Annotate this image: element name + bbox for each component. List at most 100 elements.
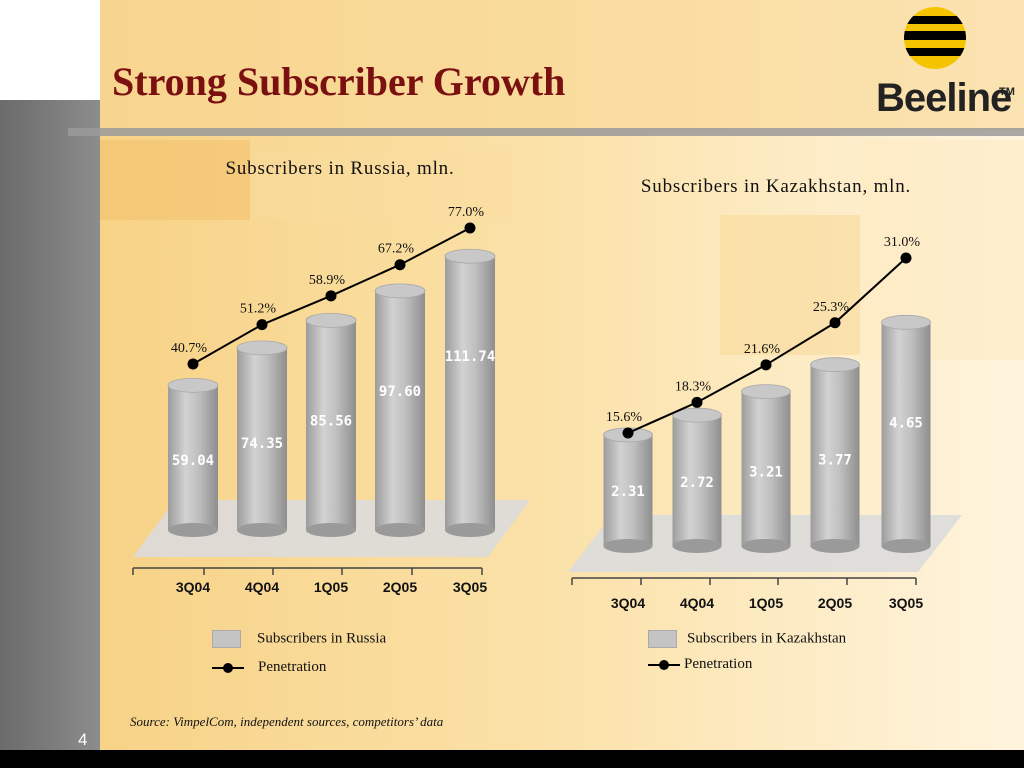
- penetration-label: 25.3%: [813, 300, 850, 315]
- bar-body: [672, 415, 722, 546]
- x-tick-label: 4Q04: [680, 595, 714, 611]
- bar: 2.72: [672, 407, 722, 553]
- bar-value-label: 4.65: [889, 415, 923, 431]
- bar-base: [445, 523, 495, 537]
- penetration-point: [464, 222, 476, 234]
- bar-value-label: 59.04: [172, 453, 214, 469]
- legend-bar-kazakhstan: Subscribers in Kazakhstan: [648, 630, 846, 648]
- bar-body: [306, 320, 356, 530]
- penetration-label: 51.2%: [240, 302, 277, 317]
- brand-name: Beeline: [876, 76, 1012, 120]
- bar-value-label: 85.56: [310, 413, 352, 429]
- x-tick-label: 1Q05: [314, 579, 348, 595]
- bar: 59.04: [167, 377, 219, 537]
- bar-top: [810, 357, 860, 373]
- legend-line-russia: Penetration: [212, 659, 326, 676]
- penetration-point: [325, 290, 337, 302]
- bar-value-label: 111.74: [445, 349, 496, 365]
- penetration-point: [900, 252, 912, 264]
- bar-base: [306, 523, 356, 537]
- bar: 74.35: [236, 340, 288, 537]
- penetration-label: 58.9%: [309, 273, 346, 288]
- russia-chart: Subscribers in Russia, mln. 59.04 74.35 85.…: [132, 158, 530, 595]
- bar-top: [236, 340, 288, 356]
- penetration-label: 21.6%: [744, 342, 781, 357]
- x-tick-label: 3Q05: [889, 595, 923, 611]
- x-tick-label: 2Q05: [383, 579, 417, 595]
- penetration-point: [622, 427, 634, 439]
- chart-title: Subscribers in Kazakhstan, mln.: [641, 176, 911, 197]
- bar: 4.65: [881, 314, 931, 553]
- bar-base: [881, 539, 931, 553]
- bar-body: [445, 256, 495, 530]
- bar-body: [603, 434, 653, 546]
- bar-top: [305, 312, 357, 328]
- bar-base: [375, 523, 425, 537]
- bar-top: [881, 314, 931, 330]
- bar: 97.60: [374, 283, 426, 537]
- bar-base: [672, 539, 722, 553]
- penetration-point: [760, 359, 772, 371]
- penetration-label: 67.2%: [378, 242, 415, 257]
- bar-top: [741, 384, 791, 399]
- legend-label: Penetration: [258, 659, 327, 675]
- bar-base: [810, 539, 860, 553]
- bar: 3.21: [741, 384, 791, 553]
- bar-body: [237, 347, 287, 530]
- legend-line-marker-icon: [212, 662, 244, 673]
- page-number: 4: [78, 730, 88, 749]
- bar-base: [237, 523, 287, 537]
- page-title: Strong Subscriber Growth: [112, 59, 566, 104]
- x-tick-label: 3Q04: [611, 595, 645, 611]
- legend-label: Subscribers in Kazakhstan: [687, 630, 847, 647]
- legend-bar-swatch: [212, 630, 241, 648]
- bar-top: [672, 407, 722, 423]
- x-tick-label: 1Q05: [749, 595, 783, 611]
- kazakhstan-chart: Subscribers in Kazakhstan, mln. 2.31 2.72 3…: [568, 176, 962, 611]
- bar-base: [603, 539, 653, 553]
- x-tick-label: 3Q05: [453, 579, 487, 595]
- penetration-point: [394, 259, 406, 271]
- bar-body: [375, 290, 425, 530]
- legend-bar-swatch: [648, 630, 677, 648]
- penetration-label: 15.6%: [606, 410, 643, 425]
- bar-value-label: 2.31: [611, 484, 645, 500]
- penetration-label: 40.7%: [171, 341, 208, 356]
- x-tick-label: 2Q05: [818, 595, 852, 611]
- bar-base: [168, 523, 218, 537]
- penetration-label: 18.3%: [675, 379, 712, 394]
- chart-title: Subscribers in Russia, mln.: [225, 158, 454, 179]
- penetration-point: [187, 358, 199, 370]
- bar-value-label: 74.35: [241, 436, 283, 452]
- penetration-point: [691, 396, 703, 408]
- bar-value-label: 2.72: [680, 475, 714, 491]
- bar-value-label: 3.21: [749, 465, 783, 481]
- beeline-logo-icon: [904, 7, 966, 69]
- penetration-point: [256, 319, 268, 331]
- bar-body: [168, 385, 218, 530]
- penetration-label: 31.0%: [884, 235, 921, 250]
- legend-label: Subscribers in Russia: [257, 630, 387, 647]
- bar-body: [810, 364, 860, 546]
- bar-top: [444, 248, 496, 264]
- legend-line-kazakhstan: Penetration: [648, 656, 752, 673]
- legend-bar-russia: Subscribers in Russia: [212, 630, 386, 648]
- source-note: Source: VimpelCom, independent sources, …: [130, 714, 444, 729]
- bar-top: [374, 283, 426, 299]
- bar-base: [741, 539, 791, 553]
- bar-value-label: 97.60: [379, 384, 421, 400]
- x-tick-label: 4Q04: [245, 579, 279, 595]
- penetration-point: [829, 317, 841, 329]
- bar-top: [167, 377, 219, 393]
- legend-line-marker-icon: [648, 659, 680, 670]
- bar: 111.74: [444, 248, 496, 537]
- bar: 3.77: [810, 357, 860, 553]
- bar-body: [741, 391, 791, 546]
- x-tick-label: 3Q04: [176, 579, 210, 595]
- bar: 2.31: [603, 427, 653, 553]
- bar-body: [881, 322, 931, 546]
- bar: 85.56: [305, 312, 357, 537]
- legend-label: Penetration: [684, 656, 753, 672]
- penetration-label: 77.0%: [448, 205, 485, 220]
